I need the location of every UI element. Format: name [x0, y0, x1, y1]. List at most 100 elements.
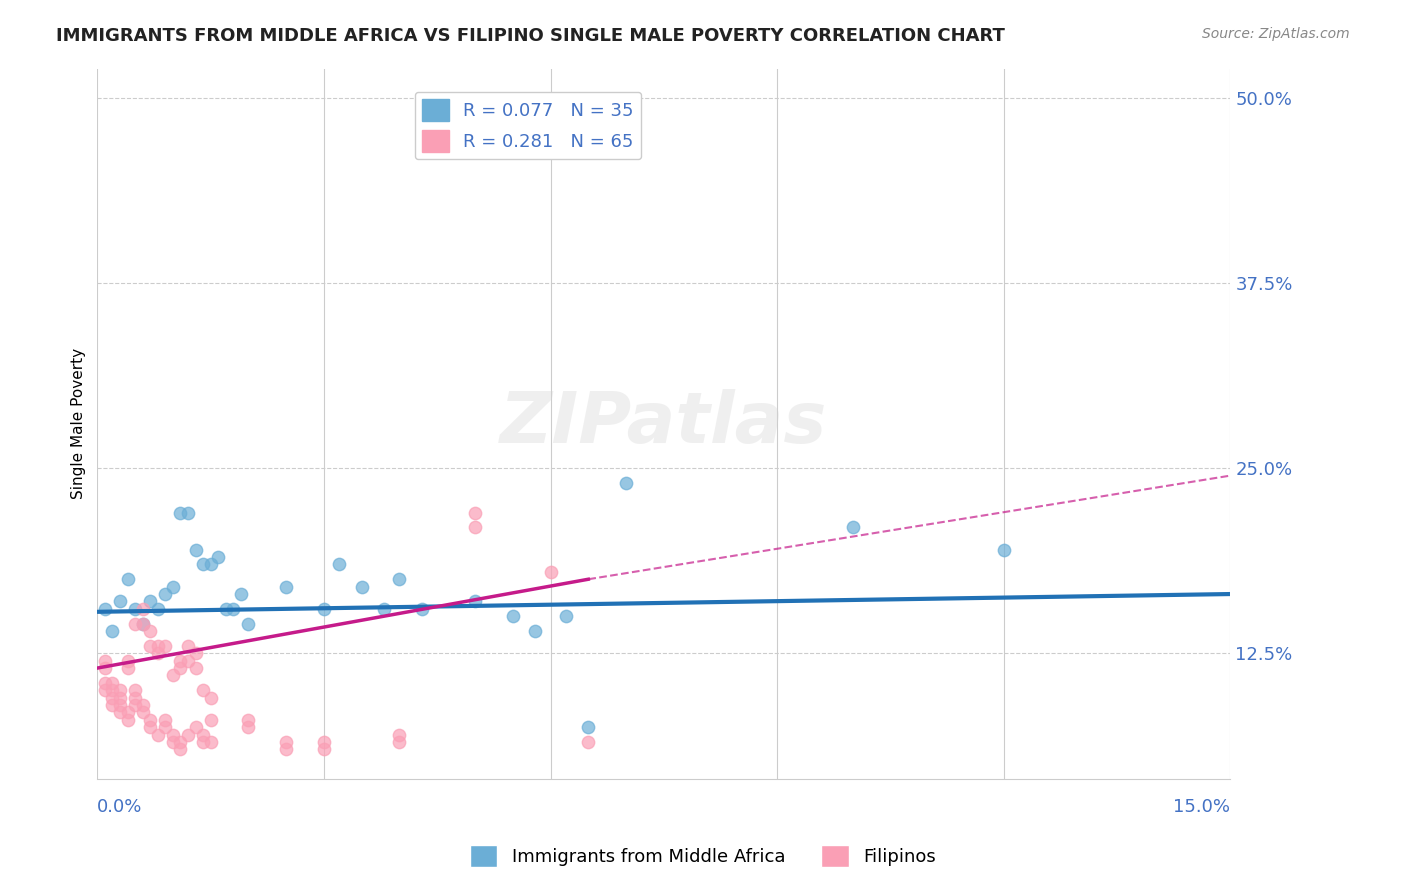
Point	[177, 728, 200, 742]
Point	[200, 713, 222, 727]
Point	[388, 735, 411, 749]
Point	[124, 602, 146, 616]
Point	[139, 624, 162, 638]
Point	[200, 735, 222, 749]
Point	[169, 742, 191, 756]
Point	[229, 587, 252, 601]
Point	[191, 558, 214, 572]
Point	[169, 654, 191, 668]
Point	[276, 735, 298, 749]
Point	[576, 735, 599, 749]
Point	[146, 639, 169, 653]
Point	[94, 602, 117, 616]
Point	[108, 594, 131, 608]
Point	[131, 602, 153, 616]
Point	[373, 602, 395, 616]
Point	[139, 713, 162, 727]
Point	[155, 720, 177, 734]
Point	[155, 587, 177, 601]
Point	[131, 698, 153, 712]
Point	[139, 639, 162, 653]
Point	[222, 602, 245, 616]
Point	[388, 572, 411, 586]
Point	[117, 572, 139, 586]
Point	[108, 690, 131, 705]
Point	[177, 639, 200, 653]
Point	[94, 676, 117, 690]
Point	[131, 706, 153, 720]
Legend: R = 0.077   N = 35, R = 0.281   N = 65: R = 0.077 N = 35, R = 0.281 N = 65	[415, 92, 641, 160]
Point	[177, 654, 200, 668]
Point	[200, 558, 222, 572]
Point	[117, 706, 139, 720]
Point	[94, 661, 117, 675]
Text: Source: ZipAtlas.com: Source: ZipAtlas.com	[1202, 27, 1350, 41]
Point	[411, 602, 433, 616]
Point	[124, 616, 146, 631]
Point	[131, 616, 153, 631]
Point	[162, 580, 184, 594]
Point	[215, 602, 238, 616]
Point	[117, 713, 139, 727]
Point	[146, 602, 169, 616]
Point	[101, 683, 124, 698]
Point	[200, 690, 222, 705]
Point	[312, 602, 335, 616]
Point	[191, 735, 214, 749]
Point	[464, 520, 486, 534]
Point	[312, 735, 335, 749]
Point	[312, 742, 335, 756]
Point	[101, 690, 124, 705]
Point	[169, 506, 191, 520]
Point	[124, 698, 146, 712]
Point	[131, 616, 153, 631]
Point	[101, 676, 124, 690]
Point	[184, 661, 207, 675]
Point	[841, 520, 863, 534]
Point	[177, 506, 200, 520]
Point	[94, 654, 117, 668]
Point	[101, 698, 124, 712]
Point	[139, 720, 162, 734]
Legend: Immigrants from Middle Africa, Filipinos: Immigrants from Middle Africa, Filipinos	[463, 838, 943, 874]
Text: IMMIGRANTS FROM MIDDLE AFRICA VS FILIPINO SINGLE MALE POVERTY CORRELATION CHART: IMMIGRANTS FROM MIDDLE AFRICA VS FILIPIN…	[56, 27, 1005, 45]
Point	[162, 668, 184, 682]
Point	[169, 735, 191, 749]
Point	[191, 683, 214, 698]
Point	[108, 683, 131, 698]
Point	[117, 654, 139, 668]
Point	[207, 549, 229, 564]
Point	[146, 646, 169, 660]
Point	[94, 683, 117, 698]
Point	[155, 713, 177, 727]
Point	[614, 475, 637, 490]
Point	[328, 558, 350, 572]
Point	[524, 624, 547, 638]
Point	[576, 720, 599, 734]
Text: 0.0%: 0.0%	[97, 797, 143, 815]
Point	[238, 616, 260, 631]
Point	[108, 706, 131, 720]
Point	[502, 609, 524, 624]
Point	[993, 542, 1015, 557]
Point	[184, 542, 207, 557]
Point	[464, 506, 486, 520]
Point	[388, 728, 411, 742]
Point	[276, 580, 298, 594]
Point	[124, 690, 146, 705]
Point	[162, 728, 184, 742]
Point	[169, 661, 191, 675]
Point	[155, 639, 177, 653]
Point	[146, 728, 169, 742]
Point	[124, 683, 146, 698]
Point	[162, 735, 184, 749]
Point	[350, 580, 373, 594]
Point	[101, 624, 124, 638]
Text: 15.0%: 15.0%	[1174, 797, 1230, 815]
Point	[464, 594, 486, 608]
Point	[117, 661, 139, 675]
Point	[184, 646, 207, 660]
Point	[238, 713, 260, 727]
Point	[238, 720, 260, 734]
Point	[184, 720, 207, 734]
